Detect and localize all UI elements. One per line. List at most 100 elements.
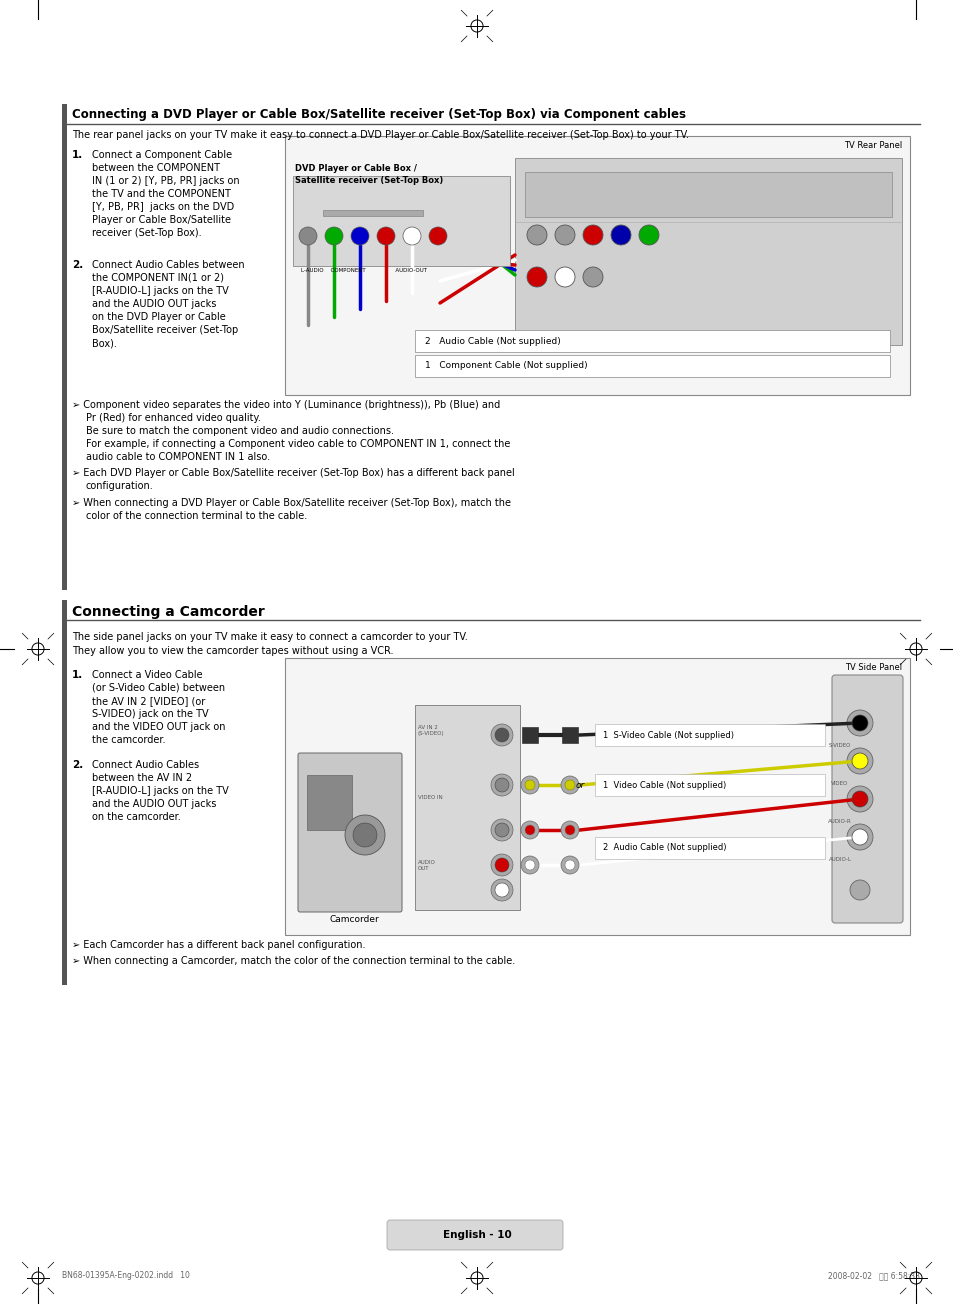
Text: The rear panel jacks on your TV make it easy to connect a DVD Player or Cable Bo: The rear panel jacks on your TV make it …	[71, 130, 688, 140]
Text: S-VIDEO) jack on the TV: S-VIDEO) jack on the TV	[91, 709, 209, 719]
Text: S-VIDEO: S-VIDEO	[828, 743, 850, 748]
Text: [R-AUDIO-L] jacks on the TV: [R-AUDIO-L] jacks on the TV	[91, 786, 229, 795]
Circle shape	[564, 861, 575, 870]
Circle shape	[851, 829, 867, 845]
Circle shape	[325, 227, 343, 245]
Text: Pr (Red) for enhanced video quality.: Pr (Red) for enhanced video quality.	[86, 413, 260, 422]
FancyBboxPatch shape	[297, 752, 401, 911]
Text: the COMPONENT IN(1 or 2): the COMPONENT IN(1 or 2)	[91, 273, 224, 283]
Bar	[415, 705, 519, 910]
Circle shape	[564, 825, 575, 835]
Circle shape	[849, 880, 869, 900]
Text: [R-AUDIO-L] jacks on the TV: [R-AUDIO-L] jacks on the TV	[91, 286, 229, 296]
FancyBboxPatch shape	[831, 675, 902, 923]
Text: VIDEO IN: VIDEO IN	[417, 795, 442, 799]
Circle shape	[846, 824, 872, 850]
Circle shape	[524, 825, 535, 835]
Circle shape	[846, 709, 872, 735]
Text: 1  Video Cable (Not supplied): 1 Video Cable (Not supplied)	[602, 781, 725, 789]
Circle shape	[491, 775, 513, 795]
Text: [Y, PB, PR]  jacks on the DVD: [Y, PB, PR] jacks on the DVD	[91, 202, 234, 213]
Text: 2.: 2.	[71, 259, 83, 270]
Circle shape	[526, 267, 546, 287]
Text: AUDIO
OUT: AUDIO OUT	[417, 861, 436, 871]
Text: 2008-02-02   오후 6:58:33: 2008-02-02 오후 6:58:33	[827, 1271, 919, 1281]
Text: color of the connection terminal to the cable.: color of the connection terminal to the …	[86, 511, 307, 522]
Bar	[521, 728, 537, 743]
Bar	[307, 775, 352, 831]
Circle shape	[639, 226, 659, 245]
Text: Satellite receiver (Set-Top Box): Satellite receiver (Set-Top Box)	[294, 176, 443, 185]
Circle shape	[520, 855, 538, 874]
Bar	[415, 355, 889, 377]
Text: 2  Audio Cable (Not supplied): 2 Audio Cable (Not supplied)	[602, 842, 726, 852]
Text: ➢ Each DVD Player or Cable Box/Satellite receiver (Set-Top Box) has a different : ➢ Each DVD Player or Cable Box/Satellite…	[71, 468, 515, 479]
Text: 2.: 2.	[71, 760, 83, 769]
Text: 2   Audio Cable (Not supplied): 2 Audio Cable (Not supplied)	[424, 336, 560, 346]
Text: and the VIDEO OUT jack on: and the VIDEO OUT jack on	[91, 722, 225, 732]
Circle shape	[524, 861, 535, 870]
Circle shape	[564, 780, 575, 790]
Text: The side panel jacks on your TV make it easy to connect a camcorder to your TV.: The side panel jacks on your TV make it …	[71, 632, 467, 642]
Text: DVD Player or Cable Box /: DVD Player or Cable Box /	[294, 164, 416, 173]
Circle shape	[846, 786, 872, 812]
Text: ➢ Component video separates the video into Y (Luminance (brightness)), Pb (Blue): ➢ Component video separates the video in…	[71, 400, 499, 409]
Text: and the AUDIO OUT jacks: and the AUDIO OUT jacks	[91, 799, 216, 808]
Text: Box).: Box).	[91, 338, 117, 348]
Text: Connect Audio Cables between: Connect Audio Cables between	[91, 259, 244, 270]
Text: English - 10: English - 10	[442, 1230, 511, 1240]
Circle shape	[495, 778, 509, 792]
Circle shape	[851, 715, 867, 732]
Circle shape	[582, 226, 602, 245]
Text: AUDIO-L: AUDIO-L	[827, 857, 851, 862]
Text: on the DVD Player or Cable: on the DVD Player or Cable	[91, 312, 226, 322]
Circle shape	[846, 748, 872, 775]
Bar	[524, 172, 891, 216]
Text: Camcorder: Camcorder	[330, 915, 379, 925]
Bar	[293, 176, 510, 266]
Text: BN68-01395A-Eng-0202.indd   10: BN68-01395A-Eng-0202.indd 10	[62, 1271, 190, 1281]
Circle shape	[429, 227, 447, 245]
Text: 1.: 1.	[71, 670, 83, 679]
Text: L-AUDIO    COMPONENT                 AUDIO-OUT: L-AUDIO COMPONENT AUDIO-OUT	[301, 269, 427, 273]
Text: AUDIO-R: AUDIO-R	[827, 819, 851, 824]
Bar	[415, 330, 889, 352]
Text: Player or Cable Box/Satellite: Player or Cable Box/Satellite	[91, 215, 231, 226]
Text: Connect a Video Cable: Connect a Video Cable	[91, 670, 202, 679]
Text: the AV IN 2 [VIDEO] (or: the AV IN 2 [VIDEO] (or	[91, 696, 205, 705]
Circle shape	[560, 855, 578, 874]
Circle shape	[491, 819, 513, 841]
Bar	[62, 104, 67, 589]
Text: Be sure to match the component video and audio connections.: Be sure to match the component video and…	[86, 426, 394, 436]
Text: They allow you to view the camcorder tapes without using a VCR.: They allow you to view the camcorder tap…	[71, 645, 393, 656]
Bar	[595, 836, 824, 858]
Circle shape	[298, 227, 316, 245]
Text: For example, if connecting a Component video cable to COMPONENT IN 1, connect th: For example, if connecting a Component v…	[86, 439, 510, 449]
Circle shape	[491, 724, 513, 746]
Circle shape	[376, 227, 395, 245]
Circle shape	[555, 226, 575, 245]
Text: 1  S-Video Cable (Not supplied): 1 S-Video Cable (Not supplied)	[602, 730, 733, 739]
Circle shape	[560, 776, 578, 794]
Text: Connecting a Camcorder: Connecting a Camcorder	[71, 605, 265, 619]
Text: 1   Component Cable (Not supplied): 1 Component Cable (Not supplied)	[424, 361, 587, 370]
Text: audio cable to COMPONENT IN 1 also.: audio cable to COMPONENT IN 1 also.	[86, 452, 270, 462]
Circle shape	[555, 267, 575, 287]
Circle shape	[495, 823, 509, 837]
Text: (or S-Video Cable) between: (or S-Video Cable) between	[91, 683, 225, 692]
Circle shape	[610, 226, 630, 245]
Bar	[595, 724, 824, 746]
Text: receiver (Set-Top Box).: receiver (Set-Top Box).	[91, 228, 201, 239]
Text: ➢ When connecting a Camcorder, match the color of the connection terminal to the: ➢ When connecting a Camcorder, match the…	[71, 956, 515, 966]
Text: Connect a Component Cable: Connect a Component Cable	[91, 150, 232, 160]
Text: AV IN 2
(S-VIDEO): AV IN 2 (S-VIDEO)	[417, 725, 444, 735]
Circle shape	[524, 780, 535, 790]
Text: 1.: 1.	[71, 150, 83, 160]
Text: ➢ Each Camcorder has a different back panel configuration.: ➢ Each Camcorder has a different back pa…	[71, 940, 365, 951]
FancyBboxPatch shape	[387, 1221, 562, 1251]
Text: or: or	[576, 781, 584, 789]
Text: IN (1 or 2) [Y, PB, PR] jacks on: IN (1 or 2) [Y, PB, PR] jacks on	[91, 176, 239, 186]
Circle shape	[560, 822, 578, 838]
Circle shape	[491, 854, 513, 876]
Circle shape	[353, 823, 376, 848]
